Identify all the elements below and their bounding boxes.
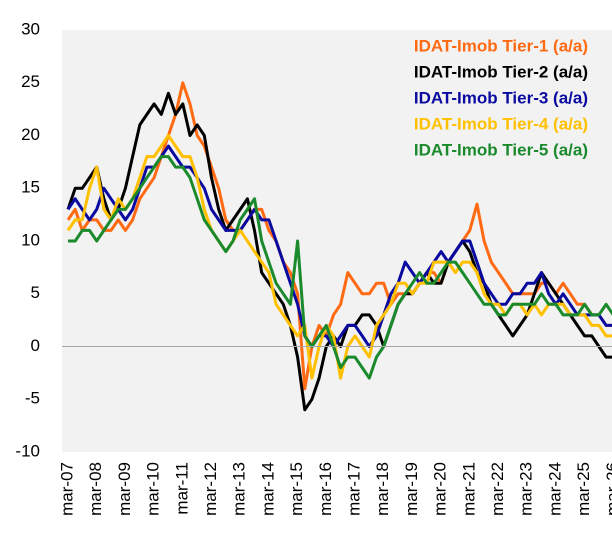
- plot-area: [62, 30, 612, 452]
- x-tick-label: mar-16: [316, 462, 335, 516]
- x-tick-label: mar-17: [344, 462, 363, 516]
- x-tick-label: mar-14: [258, 462, 277, 516]
- legend-entry: IDAT-Imob Tier-3 (a/a): [414, 88, 588, 107]
- x-tick-label: mar-23: [517, 462, 536, 516]
- y-tick-label: -10: [15, 441, 40, 460]
- x-tick-label: mar-22: [488, 462, 507, 516]
- y-tick-label: 25: [21, 72, 40, 91]
- x-tick-label: mar-10: [144, 462, 163, 516]
- series-line: [68, 155, 612, 380]
- x-tick-label: mar-15: [287, 462, 306, 516]
- legend-entry: IDAT-Imob Tier-2 (a/a): [414, 62, 588, 81]
- x-tick-label: mar-21: [459, 462, 478, 516]
- y-tick-label: 0: [31, 336, 40, 355]
- y-tick-label: 10: [21, 230, 40, 249]
- x-tick-label: mar-13: [230, 462, 249, 516]
- x-tick-label: mar-08: [86, 462, 105, 516]
- x-tick-label: mar-09: [115, 462, 134, 516]
- series-line: [66, 81, 612, 391]
- y-tick-label: 30: [21, 19, 40, 38]
- x-tick-label: mar-11: [172, 462, 191, 515]
- x-tick-label: mar-07: [57, 462, 76, 516]
- x-tick-label: mar-20: [431, 462, 450, 516]
- series-line: [66, 134, 612, 380]
- x-tick-label: mar-12: [201, 462, 220, 516]
- legend-entry: IDAT-Imob Tier-4 (a/a): [414, 114, 588, 133]
- legend-entry: IDAT-Imob Tier-1 (a/a): [414, 36, 588, 55]
- x-tick-label: mar-25: [574, 462, 593, 516]
- x-tick-label: mar-18: [373, 462, 392, 516]
- legend-entry: IDAT-Imob Tier-5 (a/a): [414, 140, 588, 159]
- y-tick-label: 20: [21, 125, 40, 144]
- y-tick-label: -5: [25, 389, 40, 408]
- x-tick-label: mar-26: [603, 462, 612, 516]
- x-tick-label: mar-19: [402, 462, 421, 516]
- y-tick-label: 5: [31, 283, 40, 302]
- x-tick-label: mar-24: [545, 462, 564, 516]
- y-tick-label: 15: [21, 178, 40, 197]
